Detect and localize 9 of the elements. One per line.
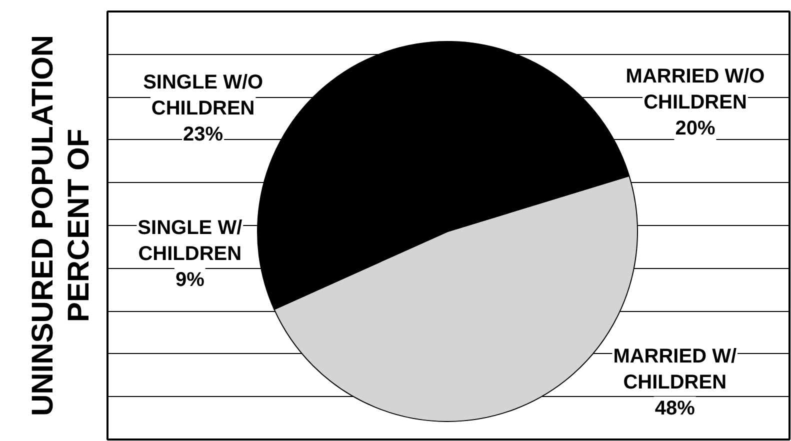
slice-label: MARRIED W/O CHILDREN	[626, 66, 765, 114]
slice-label: SINGLE W/ CHILDREN	[138, 216, 243, 265]
data-label: 20%	[675, 118, 716, 140]
data-label: 23%	[183, 124, 224, 146]
slice-label: MARRIED W/ CHILDREN	[613, 346, 737, 394]
data-label: 48%	[654, 398, 696, 420]
text: PERCENT OF UNINSURED POPULATION	[26, 34, 96, 416]
data-label: 9%	[175, 268, 205, 291]
slice-label: SINGLE W/O CHILDREN	[143, 72, 264, 120]
